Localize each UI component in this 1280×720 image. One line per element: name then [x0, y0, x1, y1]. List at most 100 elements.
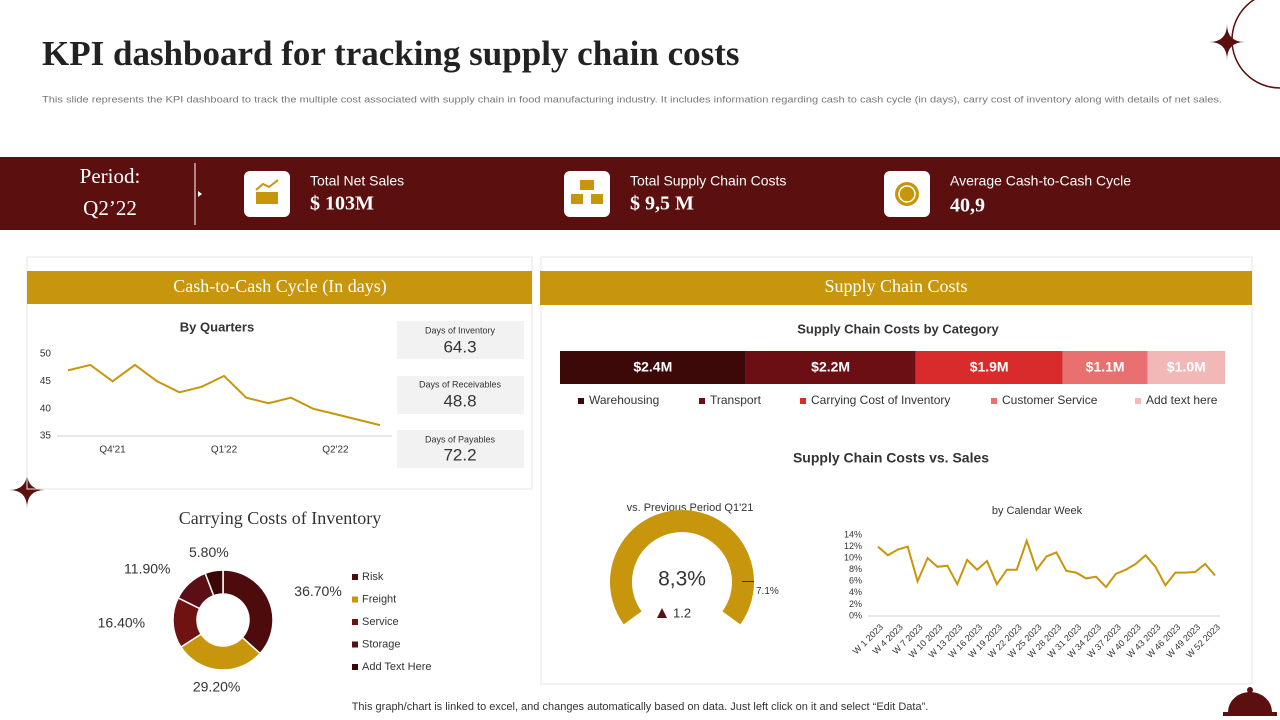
legend-label: Transport [710, 393, 762, 407]
bar-segment [560, 351, 746, 384]
kpi-value: $ 103M [310, 193, 374, 215]
y-tick-label: 35 [40, 431, 52, 442]
icon [256, 192, 278, 204]
kpi-value: $ 9,5 M [630, 193, 694, 215]
legend-label: Freight [362, 593, 396, 605]
panel-border [26, 256, 533, 490]
stat-box [397, 321, 524, 359]
donut-slice [222, 569, 274, 655]
x-tick-label: Q2'22 [322, 445, 349, 456]
chart-title: By Quarters [180, 319, 254, 334]
data-label: $2.4M [633, 359, 672, 375]
y-tick-label: 0% [849, 610, 862, 620]
legend-swatch [578, 398, 584, 404]
gauge-fill [610, 510, 754, 625]
stat-value: 48.8 [443, 391, 476, 410]
kpi-value: 40,9 [950, 195, 985, 217]
decor-star [9, 472, 45, 508]
y-tick-label: 10% [844, 553, 862, 563]
icon [898, 185, 916, 203]
legend-swatch [352, 641, 358, 648]
decor-cloche [1247, 687, 1253, 693]
stat-label: Days of Receivables [419, 379, 502, 389]
y-tick-label: 14% [844, 529, 862, 539]
panel-header [27, 271, 532, 304]
data-label: $1.0M [1167, 359, 1206, 375]
stat-value: 72.2 [443, 445, 476, 464]
data-label: 5.80% [189, 544, 229, 560]
stat-box [397, 430, 524, 468]
line [877, 537, 1216, 589]
y-tick-label: 50 [40, 349, 52, 360]
chart-title: Supply Chain Costs by Category [797, 321, 999, 336]
legend-label: Add Text Here [362, 661, 432, 673]
legend-swatch [352, 664, 358, 670]
stat-box [397, 376, 524, 414]
bar-segment [915, 351, 1063, 384]
period-value: Q2’22 [83, 196, 137, 220]
legend-swatch [352, 574, 358, 580]
y-tick-label: 4% [849, 587, 862, 597]
bar-segment [1062, 351, 1148, 384]
legend-label: Carrying Cost of Inventory [811, 393, 950, 407]
data-label: 36.70% [294, 583, 341, 599]
kpi-icons [244, 171, 930, 217]
panel-border [540, 256, 1253, 685]
decor-star [1209, 24, 1245, 60]
stat-label: Days of Inventory [425, 325, 496, 335]
x-tick-label: Q4'21 [99, 445, 126, 456]
panel-header [540, 271, 1252, 305]
legend-swatch [800, 398, 806, 404]
decor-cloche [1223, 712, 1277, 716]
data-label: 29.20% [193, 678, 240, 694]
icon [591, 194, 603, 204]
kpi-label: Total Supply Chain Costs [630, 173, 786, 189]
y-tick-label: 12% [844, 541, 862, 551]
kpi-label: Average Cash-to-Cash Cycle [950, 173, 1131, 189]
decor-cloche [1228, 692, 1272, 712]
data-label: $2.2M [811, 359, 850, 375]
section-title: Supply Chain Costs vs. Sales [793, 450, 989, 466]
change-value: 1.2 [673, 605, 691, 620]
panel-title: Supply Chain Costs [824, 276, 967, 296]
icon [255, 179, 279, 191]
data-label: $1.9M [970, 359, 1009, 375]
chart-title: by Calendar Week [992, 505, 1083, 517]
data-label: 16.40% [98, 615, 145, 631]
data-label: $1.1M [1086, 359, 1125, 375]
y-tick-label: 40 [40, 403, 52, 414]
footer-note: This graph/chart is linked to excel, and… [352, 701, 929, 713]
legend-swatch [991, 398, 997, 404]
stat-label: Days of Payables [425, 434, 496, 444]
panel-title: Cash-to-Cash Cycle (In days) [173, 276, 386, 297]
page-title: KPI dashboard for tracking supply chain … [42, 34, 740, 73]
legend-label: Warehousing [589, 393, 659, 407]
icon [580, 180, 594, 190]
legend-label: Customer Service [1002, 393, 1098, 407]
y-tick-label: 8% [849, 564, 862, 574]
change-arrow [657, 608, 667, 618]
gauge-value: 8,3% [658, 568, 706, 591]
divider-arrow [198, 191, 202, 197]
stat-value: 64.3 [443, 337, 476, 356]
legend-label: Risk [362, 571, 384, 583]
chart-title: Carrying Costs of Inventory [179, 508, 381, 528]
icon [571, 194, 583, 204]
bar-segment [1147, 351, 1225, 384]
icon-box [564, 171, 610, 217]
legend-label: Add text here [1146, 393, 1218, 407]
donut-slice [204, 569, 224, 597]
legend-swatch [352, 596, 358, 603]
period-label: Period: [80, 164, 141, 188]
bar-segment [745, 351, 916, 384]
y-tick-label: 2% [849, 599, 862, 609]
legend-swatch [699, 398, 705, 404]
chart-title: vs. Previous Period Q1'21 [627, 502, 754, 514]
kpi-label: Total Net Sales [310, 173, 404, 189]
legend-label: Service [362, 616, 399, 628]
data-label: 11.90% [124, 560, 170, 576]
legend-label: Storage [362, 638, 401, 650]
legend-swatch [1135, 398, 1141, 404]
marker-label: 7.1% [756, 586, 779, 597]
